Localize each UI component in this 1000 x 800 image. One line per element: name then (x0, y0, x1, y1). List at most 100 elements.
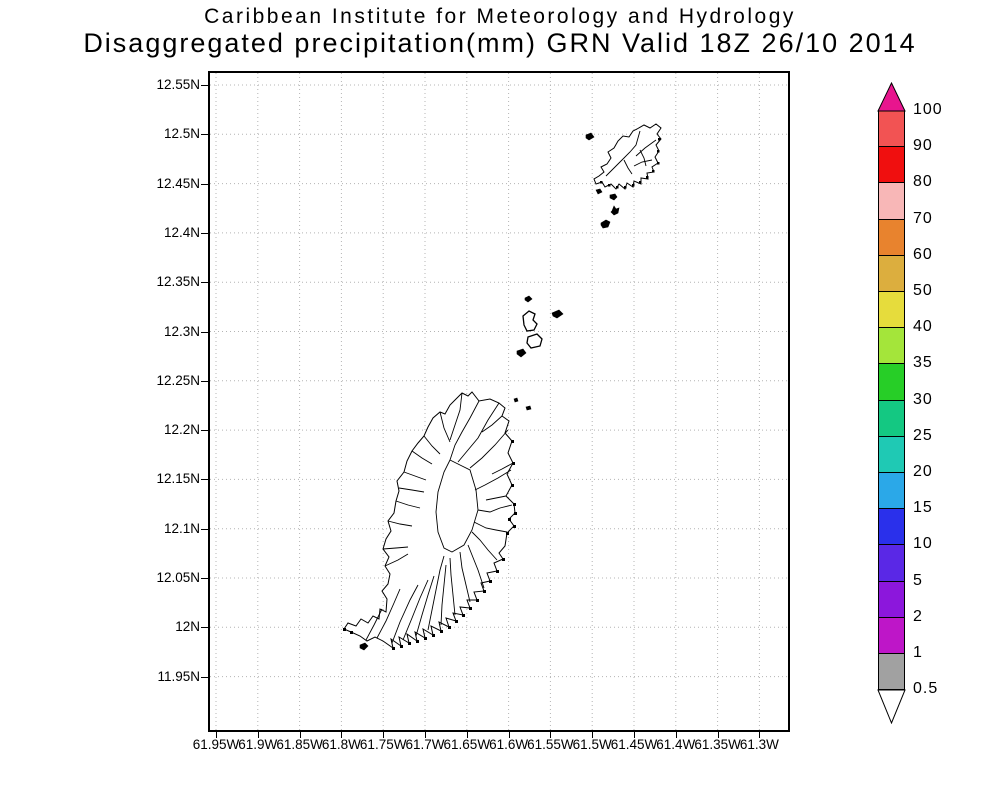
colorbar-label: 35 (913, 354, 933, 372)
ronde-islands (522, 310, 543, 349)
x-axis-tick (425, 732, 426, 738)
carriacou-coastline (593, 123, 662, 190)
x-axis-tick (341, 732, 343, 738)
x-axis-label: 61.5W (572, 737, 612, 752)
x-axis-tick (759, 732, 761, 738)
y-axis-label: 12.1N (163, 520, 200, 536)
x-axis-label: 61.35W (694, 737, 741, 752)
colorbar-segment (878, 363, 905, 401)
colorbar-label: 50 (913, 282, 933, 299)
y-axis-tick (201, 676, 208, 678)
y-axis-label: 12.25N (156, 372, 200, 388)
y-axis-tick (201, 85, 208, 86)
x-axis-label: 61.75W (359, 737, 407, 752)
map-plot-area (208, 71, 790, 732)
y-axis-tick (201, 134, 208, 136)
colorbar-segment (878, 544, 905, 582)
colorbar-label: 5 (913, 571, 923, 589)
x-axis-tick (257, 732, 259, 738)
x-axis-label: 61.6W (489, 737, 529, 752)
colorbar-segment (878, 399, 905, 437)
colorbar-label: 0.5 (913, 680, 939, 698)
y-axis-label: 12.3N (163, 323, 200, 339)
y-axis-label: 12.5N (163, 126, 200, 142)
colorbar-segment (878, 110, 905, 148)
y-axis-tick (201, 331, 208, 333)
colorbar-label: 1 (913, 644, 923, 661)
colorbar-label: 90 (913, 137, 933, 155)
x-axis-label: 61.85W (276, 737, 323, 752)
y-axis-tick (201, 232, 208, 234)
colorbar-label: 2 (913, 607, 923, 625)
colorbar-label: 60 (913, 245, 933, 263)
x-axis-label: 61.55W (527, 737, 574, 752)
x-axis-tick (675, 732, 677, 738)
x-axis-label: 61.95W (192, 737, 240, 752)
y-axis-label: 11.95N (157, 668, 200, 684)
x-axis-label: 61.7W (405, 737, 445, 752)
page-title-line-1: Caribbean Institute for Meteorology and … (204, 5, 796, 28)
small-islets (359, 132, 620, 651)
colorbar-segment (878, 218, 905, 256)
x-axis-tick (508, 732, 510, 738)
colorbar-segment (878, 508, 905, 546)
x-axis-label: 61.45W (610, 737, 658, 752)
y-axis-tick (201, 430, 208, 432)
colorbar-segment (878, 254, 905, 292)
x-axis-tick (383, 732, 385, 738)
y-axis-label: 12.05N (156, 570, 200, 585)
x-axis-label: 61.4W (656, 737, 696, 752)
colorbar-label: 30 (913, 390, 933, 408)
colorbar-segment (878, 291, 905, 329)
y-axis-label: 12.2N (163, 422, 200, 438)
page-title-line-2: Disaggregated precipitation(mm) GRN Vali… (83, 28, 917, 58)
colorbar-label: 70 (913, 209, 933, 227)
colorbar-label: 100 (913, 101, 943, 118)
colorbar-label: 15 (913, 499, 933, 517)
colorbar-segment (878, 616, 905, 654)
y-axis-tick (201, 183, 208, 185)
y-axis-label: 12.4N (163, 224, 200, 240)
colorbar-label: 25 (913, 426, 933, 444)
y-axis-tick (201, 627, 208, 629)
x-axis-tick (634, 732, 635, 738)
map-canvas (210, 73, 788, 730)
colorbar-arrow-below-min (877, 689, 906, 725)
colorbar-segment (878, 182, 905, 220)
x-axis-label: 61.65W (443, 737, 491, 752)
colorbar-segment (878, 472, 905, 510)
y-axis-tick (201, 282, 208, 284)
x-axis-label: 61.3W (739, 737, 779, 752)
grenada-coastline (343, 391, 516, 650)
colorbar-label: 40 (913, 318, 933, 336)
x-axis-tick (466, 732, 468, 738)
y-axis-tick (201, 479, 208, 481)
y-axis-label: 12.55N (156, 77, 200, 92)
colorbar-label: 20 (913, 463, 933, 480)
x-axis-tick (299, 732, 301, 738)
y-axis-tick (201, 380, 208, 382)
x-axis-tick (216, 732, 217, 738)
colorbar-label: 10 (913, 535, 933, 553)
x-axis-tick (717, 732, 719, 738)
x-axis-label: 61.9W (238, 737, 278, 752)
colorbar-segment (878, 435, 905, 473)
grenada-watershed-boundaries (365, 392, 514, 644)
colorbar-segment (878, 327, 905, 365)
colorbar-label: 80 (913, 173, 933, 191)
x-axis-tick (550, 732, 552, 738)
x-axis-label: 61.8W (321, 737, 361, 752)
y-axis-label: 12.15N (156, 471, 200, 487)
y-axis-label: 12.45N (156, 175, 200, 191)
y-axis-tick (201, 578, 208, 579)
y-axis-label: 12N (175, 619, 200, 635)
colorbar-segment (878, 580, 905, 618)
y-axis-label: 12.35N (156, 274, 200, 290)
colorbar-segment (878, 146, 905, 184)
colorbar-arrow-above-max (877, 82, 906, 112)
x-axis-tick (592, 732, 594, 738)
colorbar-segment (878, 653, 905, 691)
carriacou-watershed-boundaries (605, 130, 657, 177)
grid-lines (210, 73, 788, 730)
y-axis-tick (201, 528, 208, 530)
